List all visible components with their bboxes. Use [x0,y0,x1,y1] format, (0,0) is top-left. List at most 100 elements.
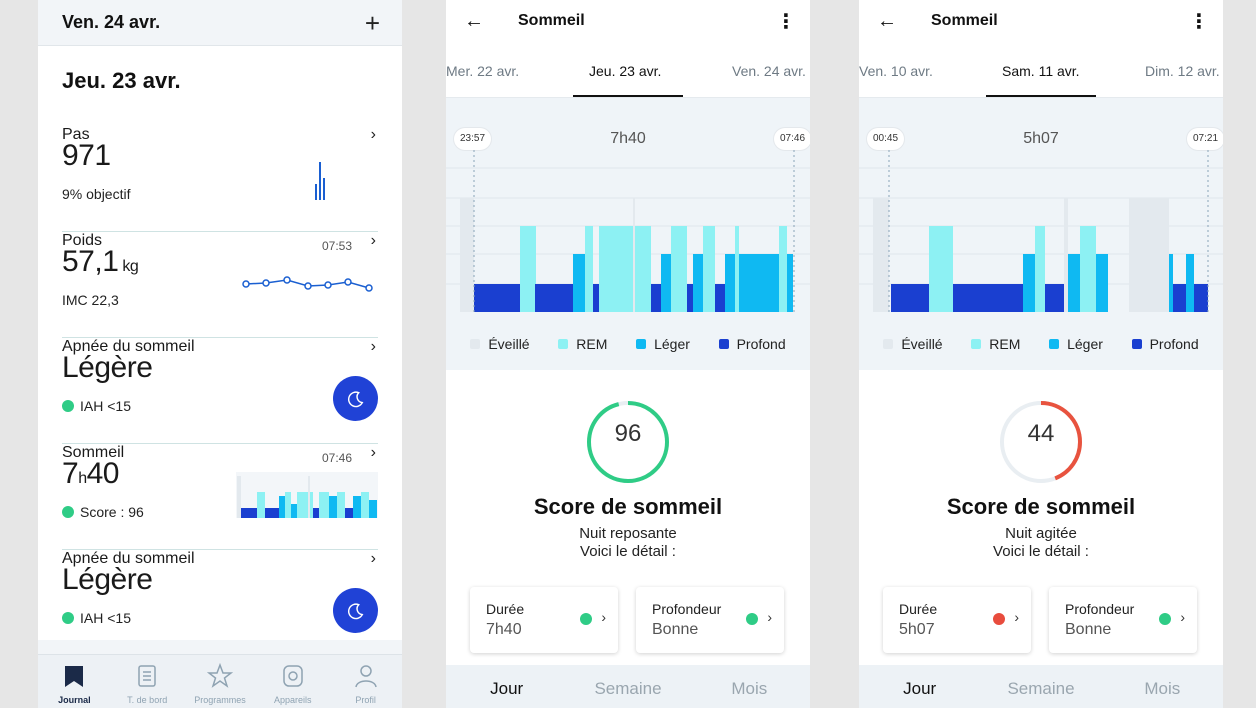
chevron-right-icon[interactable]: › [370,126,376,143]
date-tabs: Ven. 10 avr. Sam. 11 avr. Dim. 12 avr. [859,42,1223,98]
card-value: 5h07 [899,621,935,638]
sleep-stage-bar [661,254,671,312]
status-dot [993,613,1005,625]
back-arrow-icon[interactable]: ← [464,9,484,32]
apnea-metric-2[interactable]: Apnée du sommeil Légère IAH <15 › [62,550,378,656]
nav-devices[interactable]: Appareils [256,655,329,708]
sleep-stage-bar [703,226,715,312]
tab-prev-date[interactable]: Ven. 10 avr. [859,63,933,79]
chevron-right-icon[interactable]: › [370,444,376,461]
legend-deep: Profond [1131,336,1199,352]
score-subtitle: Nuit agitée Voici le détail : [993,525,1089,560]
chevron-right-icon: › [1014,609,1019,625]
plus-icon[interactable]: + [364,7,380,38]
apnea-iah: IAH <15 [62,610,131,626]
sleep-stage-bar [474,284,520,312]
sleep-stage-bar [573,254,585,312]
back-arrow-icon[interactable]: ← [877,9,897,32]
tab-next-date[interactable]: Ven. 24 avr. [732,63,806,79]
journal-icon [65,666,84,687]
nav-dashboard[interactable]: T. de bord [111,655,184,708]
moon-icon [347,602,363,619]
nav-label: Programmes [194,695,246,705]
legend-light: Léger [636,336,690,352]
segment-week[interactable]: Semaine [594,679,662,698]
end-time: 07:21 [1187,128,1223,150]
chevron-right-icon: › [1180,609,1185,625]
score-value: 96 [614,420,642,447]
nav-programs[interactable]: Programmes [184,655,257,708]
apnea-metric[interactable]: Apnée du sommeil Légère IAH <15 › [62,338,378,444]
tab-current-date[interactable]: Jeu. 23 avr. [589,63,662,79]
sleep-stage-bar [1035,226,1045,312]
sleep-stage-bar [1045,284,1065,312]
apnea-title: Apnée du sommeil [62,550,195,567]
sleep-stage-bar [787,254,793,312]
nav-label: Appareils [274,695,312,705]
sleep-stage-bar [1186,254,1194,312]
sleep-chart: 23:57 07:46 7h40 Éveillé REM Léger Profo… [446,98,810,370]
chevron-right-icon[interactable]: › [370,338,376,355]
hypnogram [446,150,810,312]
star-icon [206,663,233,688]
sleep-screen-2: ← Sommeil ⋮ Ven. 10 avr. Sam. 11 avr. Di… [859,0,1223,708]
chart-legend: Éveillé REM Léger Profond [859,336,1223,352]
sleep-stage-bar [735,226,739,312]
card-label: Profondeur [1065,601,1135,617]
status-dot [746,613,758,625]
weight-metric[interactable]: Poids 57,1 kg IMC 22,3 07:53 › [62,232,378,338]
segment-week[interactable]: Semaine [1007,679,1075,698]
card-label: Durée [899,601,938,617]
segment-day[interactable]: Jour [903,679,937,698]
moon-button[interactable] [333,588,378,633]
weight-mini-chart [242,276,373,292]
start-time: 23:57 [454,128,492,150]
chevron-right-icon: › [601,609,606,625]
chevron-right-icon[interactable]: › [370,232,376,249]
sleep-metric[interactable]: Sommeil 7h40 Score : 96 07:46 › [62,444,378,550]
nav-profile[interactable]: Profil [329,655,402,708]
segment-month[interactable]: Mois [1144,679,1181,698]
score-title: Score de sommeil [946,494,1136,519]
sleep-stage-bar [929,226,953,312]
header-date: Ven. 24 avr. [62,12,161,32]
apnea-title: Apnée du sommeil [62,338,195,355]
legend-deep: Profond [718,336,786,352]
legend-awake: Éveillé [470,336,530,352]
card-label: Profondeur [652,601,722,617]
sleep-stage-bar [635,226,651,312]
tab-next-date[interactable]: Dim. 12 avr. [1145,63,1220,79]
sleep-title: Sommeil [518,12,585,29]
depth-card[interactable]: Profondeur Bonne › [1049,587,1197,653]
weight-time: 07:53 [321,239,352,253]
nav-journal[interactable]: Journal [38,655,111,708]
chevron-right-icon[interactable]: › [370,550,376,567]
tab-underline [986,95,1096,97]
sleep-header: ← Sommeil ⋮ [859,0,1223,42]
segment-day[interactable]: Jour [490,679,524,698]
weight-title: Poids [62,232,103,249]
date-tabs: Mer. 22 avr. Jeu. 23 avr. Ven. 24 avr. [446,42,810,98]
moon-button[interactable] [333,376,378,421]
segment-month[interactable]: Mois [731,679,768,698]
tab-prev-date[interactable]: Mer. 22 avr. [446,63,520,79]
weight-value: 57,1 kg [62,245,139,278]
steps-metric[interactable]: Pas 971 9% objectif › [62,126,378,232]
more-options-icon[interactable]: ⋮ [776,10,796,33]
depth-card[interactable]: Profondeur Bonne › [636,587,784,653]
status-dot [62,400,74,412]
score-subtitle: Nuit reposante Voici le détail : [579,525,677,560]
tab-current-date[interactable]: Sam. 11 avr. [1002,63,1080,79]
sleep-stage-bar [715,284,725,312]
duration-card[interactable]: Durée 7h40 › [470,587,618,653]
period-selector: Jour Semaine Mois [859,665,1223,708]
legend-rem: REM [558,336,607,352]
card-value: 7h40 [486,621,522,638]
apnea-iah: IAH <15 [62,398,131,414]
profile-icon [354,665,377,688]
sleep-stage-bar [779,226,787,312]
sleep-chart: 00:45 07:21 5h07 Éveillé REM Léger Profo… [859,98,1223,370]
duration-card[interactable]: Durée 5h07 › [883,587,1031,653]
nav-label: Journal [58,695,91,705]
more-options-icon[interactable]: ⋮ [1189,10,1209,33]
